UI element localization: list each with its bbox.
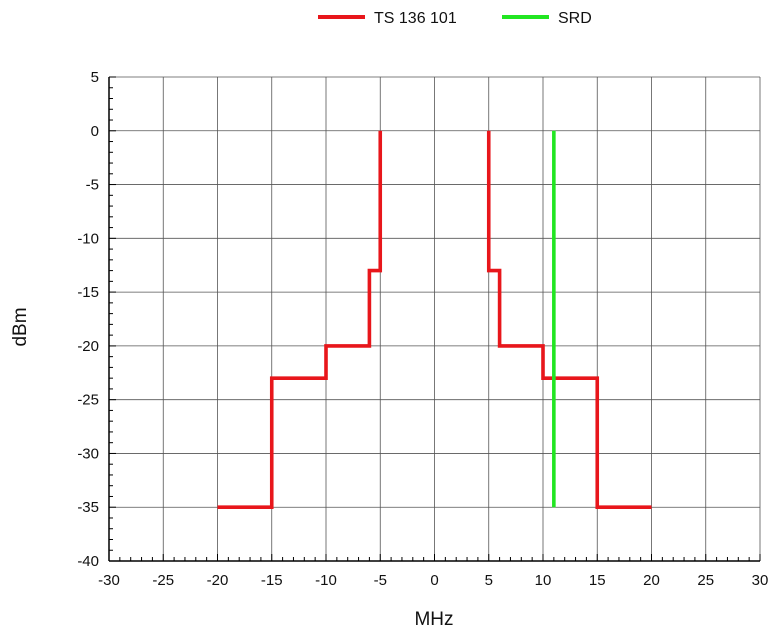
y-tick-label: 0	[91, 123, 99, 140]
y-axis-title: dBm	[10, 307, 31, 346]
x-tick-label: 15	[589, 572, 606, 589]
x-tick-label: -30	[98, 572, 120, 589]
y-tick-label: -10	[77, 230, 99, 247]
y-tick-label: -5	[86, 177, 99, 194]
legend-label-ts-136-101: TS 136 101	[374, 10, 457, 27]
y-tick-label: -25	[77, 392, 99, 409]
x-tick-label: 30	[752, 572, 769, 589]
grid	[109, 76, 761, 561]
series-line-ts-136-101	[217, 130, 383, 510]
x-tick-label: -15	[261, 572, 283, 589]
x-tick-label: 25	[697, 572, 714, 589]
y-tick-label: -20	[77, 338, 99, 355]
x-tick-label: 0	[430, 572, 438, 589]
x-tick-label: 5	[485, 572, 493, 589]
x-tick-label: -10	[315, 572, 337, 589]
series-line-ts-136-101	[486, 130, 652, 510]
x-tick-label: -25	[152, 572, 174, 589]
y-tick-label: -15	[77, 284, 99, 301]
legend-label-srd: SRD	[558, 10, 592, 27]
axes	[108, 77, 760, 562]
x-tick-label: -5	[374, 572, 387, 589]
y-tick-label: -40	[77, 553, 99, 570]
y-tick-label: -30	[77, 445, 99, 462]
x-tick-labels: -30 -25 -20 -15 -10 -5 0 5 10 15 20 25 30	[98, 572, 768, 589]
y-tick-labels: 5 0 -5 -10 -15 -20 -25 -30 -35 -40	[77, 69, 99, 570]
x-axis-title: MHz	[414, 609, 453, 630]
legend: TS 136 101 SRD	[318, 10, 592, 27]
y-tick-label: -35	[77, 499, 99, 516]
series-layer	[217, 130, 652, 510]
x-tick-label: 10	[535, 572, 552, 589]
y-tick-label: 5	[91, 69, 99, 86]
x-tick-label: -20	[207, 572, 229, 589]
x-tick-label: 20	[643, 572, 660, 589]
